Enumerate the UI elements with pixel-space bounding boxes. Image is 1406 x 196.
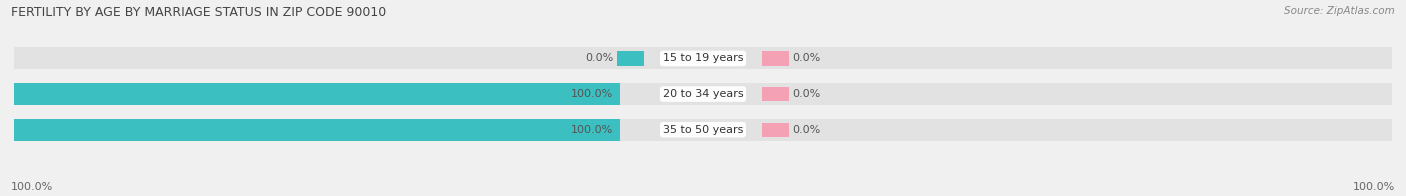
Text: 35 to 50 years: 35 to 50 years	[662, 125, 744, 135]
Bar	[14, 47, 1392, 70]
Text: Source: ZipAtlas.com: Source: ZipAtlas.com	[1284, 6, 1395, 16]
Text: 0.0%: 0.0%	[793, 125, 821, 135]
Text: 0.0%: 0.0%	[793, 54, 821, 64]
Bar	[14, 83, 1392, 105]
Bar	[14, 119, 1392, 141]
Text: 100.0%: 100.0%	[571, 125, 613, 135]
Bar	[14, 119, 620, 141]
Text: FERTILITY BY AGE BY MARRIAGE STATUS IN ZIP CODE 90010: FERTILITY BY AGE BY MARRIAGE STATUS IN Z…	[11, 6, 387, 19]
Bar	[762, 51, 789, 66]
Text: 100.0%: 100.0%	[1353, 182, 1395, 192]
Bar	[14, 83, 620, 105]
Text: 0.0%: 0.0%	[793, 89, 821, 99]
Text: 20 to 34 years: 20 to 34 years	[662, 89, 744, 99]
Text: 100.0%: 100.0%	[571, 89, 613, 99]
Text: 100.0%: 100.0%	[11, 182, 53, 192]
Text: 15 to 19 years: 15 to 19 years	[662, 54, 744, 64]
Bar	[762, 87, 789, 101]
Text: 0.0%: 0.0%	[585, 54, 613, 64]
Bar	[617, 51, 644, 66]
Bar	[762, 122, 789, 137]
